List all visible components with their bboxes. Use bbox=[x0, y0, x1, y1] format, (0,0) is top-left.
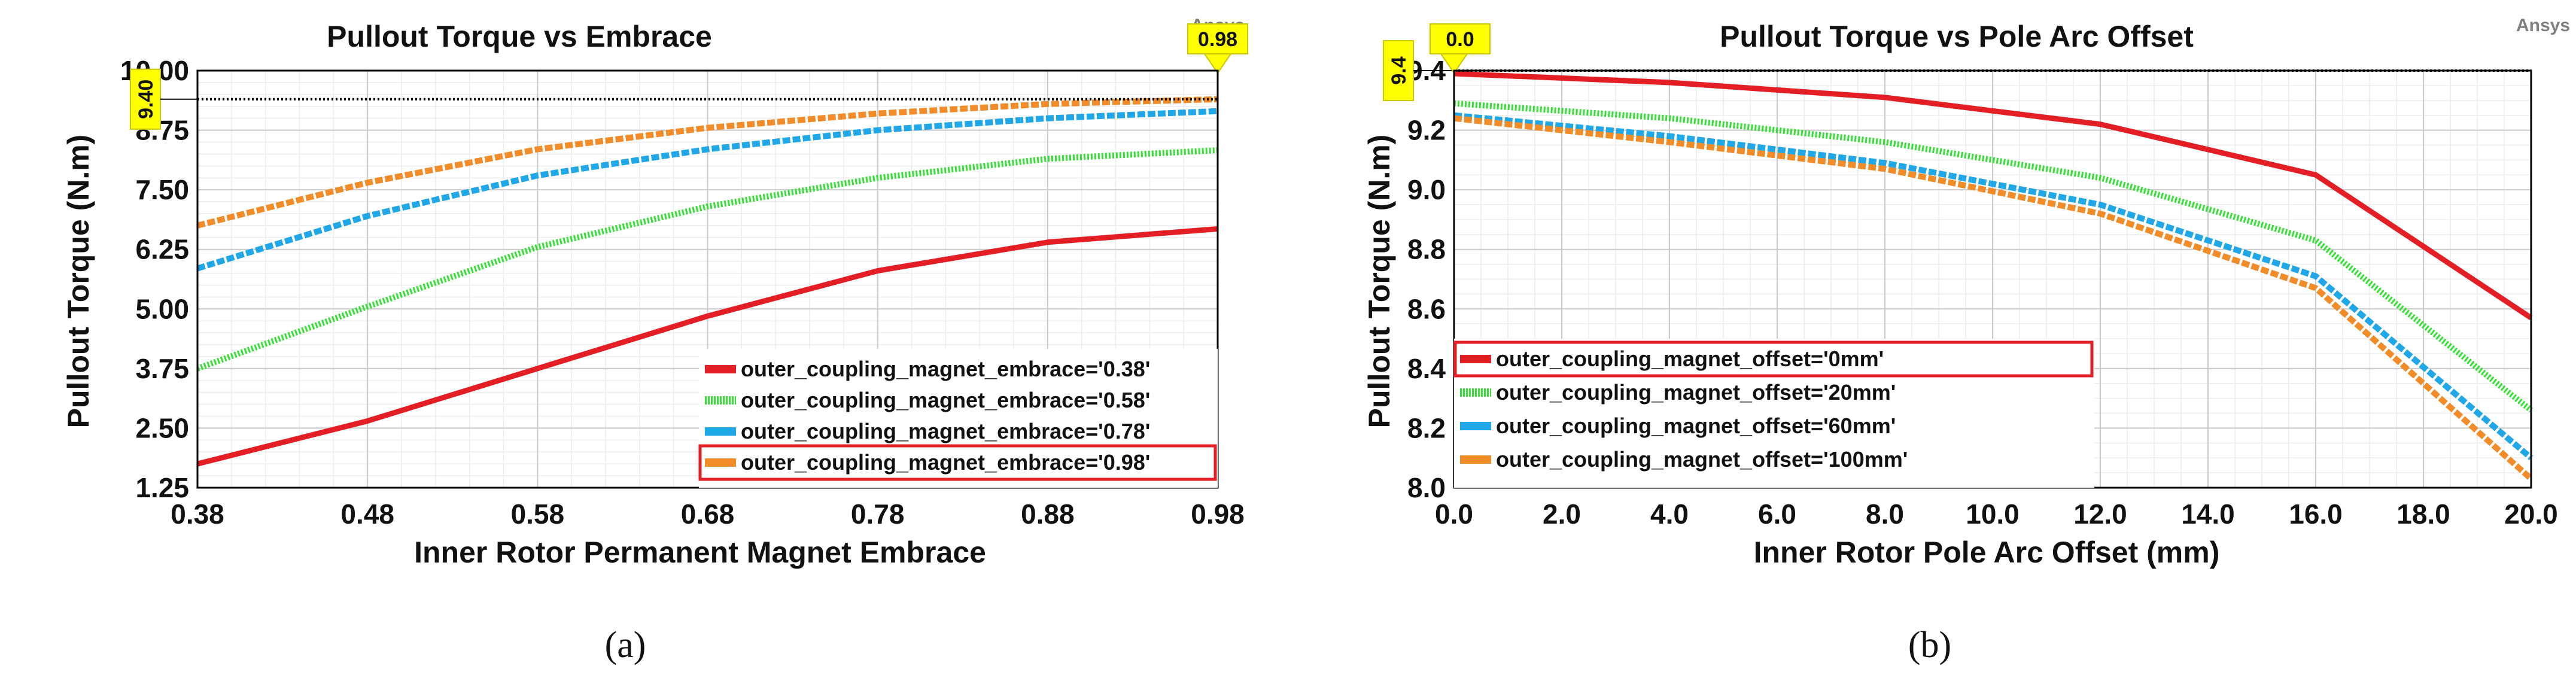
x-tick-label: 20.0 bbox=[2504, 498, 2558, 530]
series-line bbox=[1453, 71, 2533, 320]
x-tick-label: 0.78 bbox=[851, 498, 905, 530]
marker-group: 9.40 0.98 bbox=[130, 23, 1248, 130]
y-marker-label: 9.40 bbox=[135, 80, 157, 119]
x-tick-labels: 0.0 2.0 4.0 6.0 8.0 10.0 12.0 14.0 16.0 18.0 20.0 bbox=[1435, 498, 2558, 530]
legend: outer_coupling_magnet_embrace='0.38'oute… bbox=[698, 349, 1218, 488]
legend-highlight-box bbox=[1453, 340, 2094, 378]
y-tick-label: 5.00 bbox=[135, 293, 189, 324]
series-line bbox=[196, 96, 1218, 229]
legend-label: outer_coupling_magnet_offset='20mm' bbox=[1496, 380, 1896, 405]
x-tick-label: 18.0 bbox=[2396, 498, 2450, 530]
y-tick-labels: 8.08.28.48.68.89.09.29.4 bbox=[1407, 55, 1446, 503]
chart-embrace: Pullout Torque vs Embrace Ansys 1.252.50… bbox=[62, 16, 1248, 665]
x-tick-label: 6.0 bbox=[1758, 498, 1796, 530]
x-axis-label: Inner Rotor Pole Arc Offset (mm) bbox=[1754, 536, 2220, 569]
y-axis-label: Pullout Torque (N.m) bbox=[1362, 135, 1396, 428]
y-tick-label: 8.2 bbox=[1407, 412, 1446, 443]
legend-label: outer_coupling_magnet_embrace='0.38' bbox=[741, 357, 1150, 381]
legend-item: outer_coupling_magnet_offset='0mm' bbox=[1453, 340, 2094, 378]
x-axis-label: Inner Rotor Permanent Magnet Embrace bbox=[414, 536, 986, 569]
legend: outer_coupling_magnet_offset='0mm' outer_… bbox=[1453, 339, 2094, 488]
legend-item: outer_coupling_magnet_embrace='0.58' bbox=[705, 388, 1150, 412]
x-tick-label: 4.0 bbox=[1650, 498, 1689, 530]
legend-item: outer_coupling_magnet_embrace='0.78' bbox=[705, 419, 1150, 443]
legend-item: outer_coupling_magnet_embrace='0.38' bbox=[705, 357, 1150, 381]
legend-label: outer_coupling_magnet_offset='60mm' bbox=[1496, 414, 1896, 438]
x-tick-label: 2.0 bbox=[1543, 498, 1581, 530]
legend-background bbox=[1454, 339, 2094, 488]
legend-label: outer_coupling_magnet_embrace='0.98' bbox=[741, 450, 1150, 475]
legend-item: outer_coupling_magnet_offset='100mm' bbox=[1460, 447, 1908, 472]
series-line bbox=[1453, 100, 2534, 413]
legend-label: outer_coupling_magnet_embrace='0.58' bbox=[741, 388, 1150, 412]
x-tick-label: 0.88 bbox=[1021, 498, 1075, 530]
x-tick-label: 0.58 bbox=[511, 498, 565, 530]
y-tick-label: 2.50 bbox=[135, 412, 189, 443]
legend-item: outer_coupling_magnet_offset='20mm' bbox=[1460, 380, 1896, 405]
x-tick-labels: 0.38 0.48 0.58 0.68 0.78 0.88 0.98 bbox=[171, 498, 1245, 530]
x-marker-box: 0.0 bbox=[1430, 23, 1491, 74]
series-lines bbox=[196, 96, 1218, 467]
x-tick-label: 0.98 bbox=[1191, 498, 1245, 530]
x-tick-label: 10.0 bbox=[1966, 498, 2020, 530]
x-tick-label: 16.0 bbox=[2289, 498, 2343, 530]
x-tick-label: 12.0 bbox=[2073, 498, 2127, 530]
series-lines bbox=[1453, 71, 2534, 481]
chart-title: Pullout Torque vs Embrace bbox=[327, 20, 712, 53]
y-axis-label: Pullout Torque (N.m) bbox=[62, 135, 95, 428]
series-line bbox=[196, 108, 1218, 272]
legend-label: outer_coupling_magnet_offset='100mm' bbox=[1496, 447, 1908, 472]
series-line bbox=[196, 226, 1218, 467]
y-marker-box: 9.4 bbox=[1383, 40, 1414, 101]
y-tick-label: 6.25 bbox=[135, 234, 189, 265]
y-tick-label: 8.6 bbox=[1407, 293, 1446, 324]
y-tick-label: 8.0 bbox=[1407, 472, 1446, 503]
legend-label: outer_coupling_magnet_offset='0mm' bbox=[1496, 346, 1884, 371]
legend-label: outer_coupling_magnet_embrace='0.78' bbox=[741, 419, 1150, 443]
chart-pole-arc-offset: Pullout Torque vs Pole Arc Offset Ansys … bbox=[1362, 16, 2570, 665]
caption: (a) bbox=[605, 625, 646, 665]
x-tick-label: 14.0 bbox=[2181, 498, 2235, 530]
y-tick-label: 3.75 bbox=[135, 353, 189, 384]
y-tick-label: 7.50 bbox=[135, 174, 189, 205]
y-tick-label: 9.2 bbox=[1407, 115, 1446, 146]
y-marker-label: 9.4 bbox=[1388, 56, 1410, 84]
legend-highlight-box bbox=[698, 444, 1217, 481]
x-tick-label: 0.48 bbox=[340, 498, 394, 530]
x-tick-label: 0.0 bbox=[1435, 498, 1473, 530]
x-marker-box: 0.98 bbox=[1187, 23, 1248, 74]
x-marker-label: 0.98 bbox=[1198, 28, 1237, 51]
legend-background bbox=[699, 349, 1218, 488]
series-line bbox=[196, 147, 1218, 372]
legend-item: outer_coupling_magnet_offset='60mm' bbox=[1460, 414, 1896, 438]
chart-title: Pullout Torque vs Pole Arc Offset bbox=[1720, 20, 2194, 53]
y-tick-label: 1.25 bbox=[135, 472, 189, 503]
x-tick-label: 0.38 bbox=[171, 498, 224, 530]
x-marker-label: 0.0 bbox=[1446, 28, 1474, 51]
series-line bbox=[1453, 112, 2534, 461]
x-tick-label: 0.68 bbox=[681, 498, 735, 530]
legend-item: outer_coupling_magnet_embrace='0.98' bbox=[698, 444, 1217, 481]
y-tick-label: 9.0 bbox=[1407, 174, 1446, 205]
caption: (b) bbox=[1908, 625, 1951, 665]
ansys-brand: Ansys bbox=[2516, 16, 2570, 35]
y-tick-label: 8.8 bbox=[1407, 234, 1446, 265]
series-line bbox=[1453, 115, 2534, 481]
y-tick-label: 8.4 bbox=[1407, 353, 1446, 384]
y-marker-box: 9.40 bbox=[130, 68, 161, 130]
x-tick-label: 8.0 bbox=[1866, 498, 1904, 530]
